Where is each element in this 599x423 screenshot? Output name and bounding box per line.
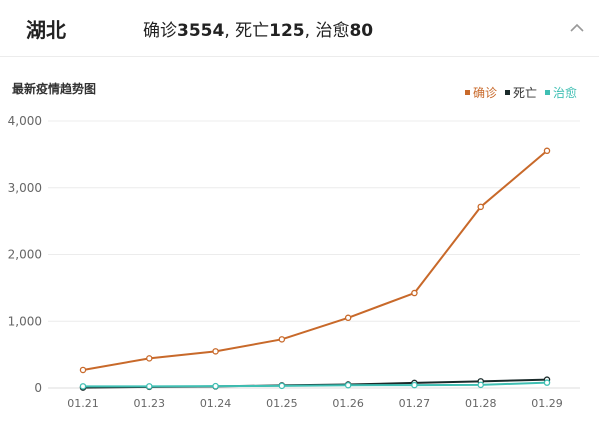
series-line-cured [83, 381, 548, 388]
collapse-button[interactable] [566, 17, 588, 39]
data-point [344, 314, 352, 322]
x-tick-label: 01.21 [67, 397, 99, 410]
legend-swatch [464, 90, 470, 95]
y-tick-label: 4,000 [8, 114, 42, 128]
y-tick-label: 2,000 [8, 248, 42, 262]
deaths-count: 125 [269, 21, 305, 41]
data-point [212, 348, 219, 355]
legend-label: 治愈 [552, 86, 577, 100]
y-tick-label: 0 [34, 381, 42, 395]
x-tick-label: 01.23 [134, 397, 166, 410]
separator: , [304, 21, 316, 41]
legend-item-cured[interactable]: 治愈 [544, 84, 577, 101]
data-point [146, 383, 153, 390]
chart-legend: 确诊 死亡 治愈 [464, 84, 577, 101]
legend-swatch [504, 90, 510, 95]
legend-label: 死亡 [512, 86, 537, 100]
legend-label: 确诊 [472, 86, 497, 100]
y-tick-label: 3,000 [8, 181, 42, 195]
cured-label: 治愈 [315, 21, 350, 41]
x-tick-label: 01.29 [531, 397, 563, 410]
x-tick-label: 01.28 [465, 397, 497, 410]
series-line-confirmed [82, 150, 548, 371]
confirmed-label: 确诊 [143, 21, 177, 41]
legend-item-confirmed[interactable]: 确诊 [464, 84, 497, 101]
data-point [278, 382, 286, 390]
deaths-label: 死亡 [235, 21, 270, 41]
confirmed-count: 3554 [177, 21, 225, 41]
y-tick-label: 1,000 [8, 314, 42, 328]
x-tick-label: 01.24 [200, 397, 232, 410]
data-point [543, 379, 551, 386]
data-point [79, 383, 87, 390]
x-tick-label: 01.26 [332, 397, 364, 410]
region-name: 湖北 [26, 18, 66, 42]
data-point [477, 381, 484, 389]
data-point [477, 203, 484, 211]
data-point [212, 382, 219, 390]
data-point [79, 366, 87, 374]
data-point [411, 381, 418, 389]
header-bar: 湖北 确诊3554, 死亡125, 治愈80 [0, 0, 599, 57]
x-tick-label: 01.27 [399, 397, 431, 410]
data-point [146, 355, 153, 362]
chevron-up-icon [570, 23, 584, 32]
chart-title: 最新疫情趋势图 [12, 82, 97, 96]
data-point [278, 336, 286, 343]
legend-swatch [544, 90, 550, 95]
summary-stats: 确诊3554, 死亡125, 治愈80 [143, 16, 373, 41]
data-point [543, 147, 551, 155]
separator: , [224, 21, 236, 41]
data-point [411, 289, 418, 297]
data-point [344, 381, 352, 389]
legend-item-deaths[interactable]: 死亡 [504, 84, 537, 101]
x-tick-label: 01.25 [266, 397, 298, 410]
cured-count: 80 [349, 21, 374, 41]
